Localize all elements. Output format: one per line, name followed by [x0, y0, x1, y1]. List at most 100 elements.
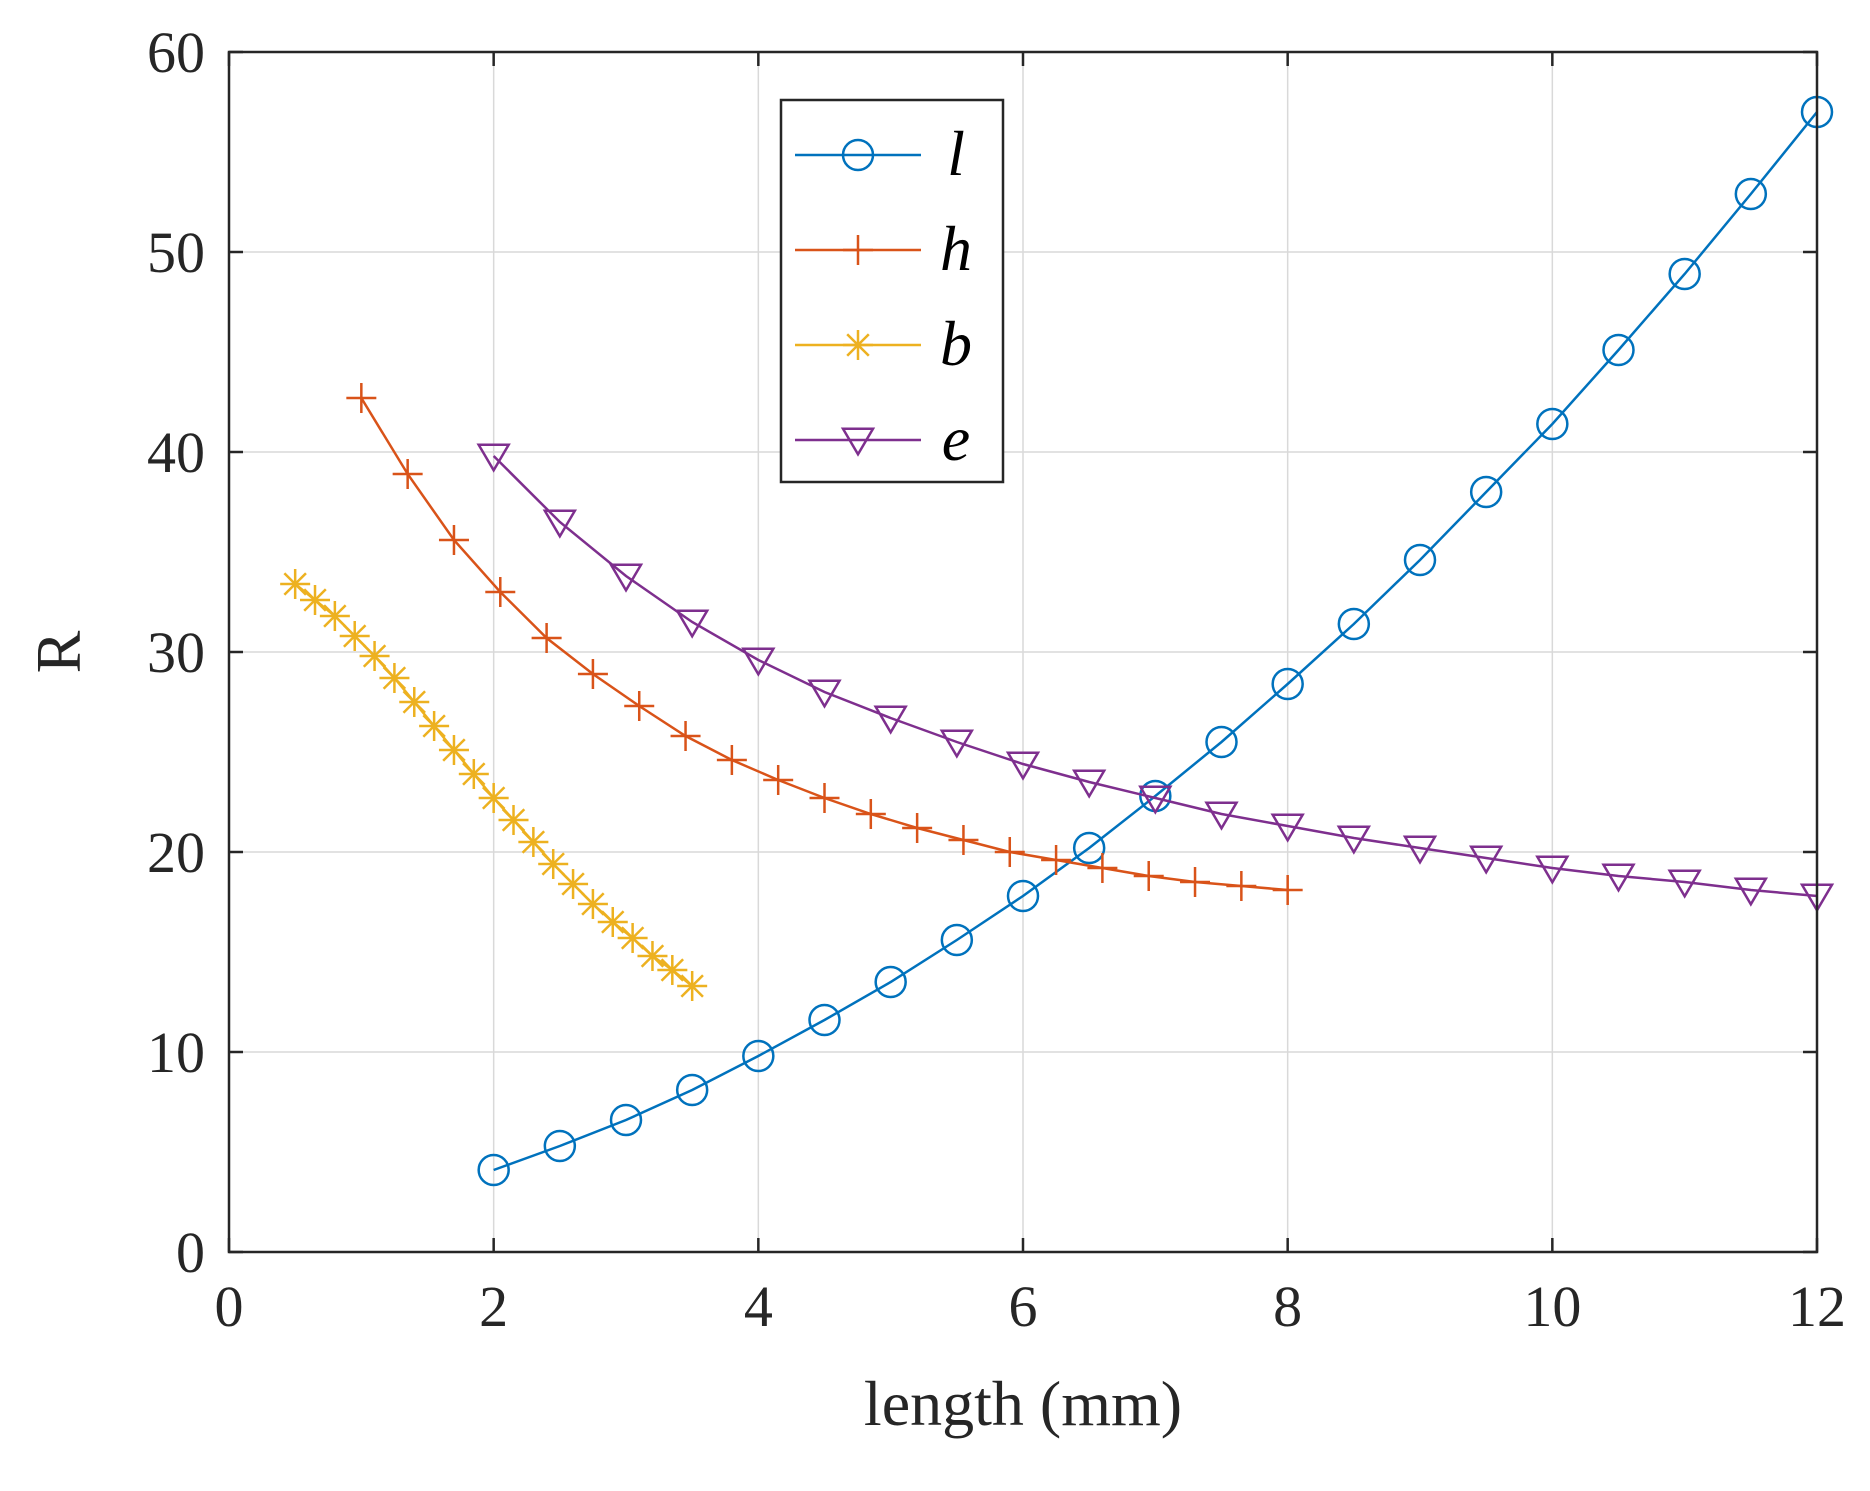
- data-point-asterisk: [438, 735, 469, 765]
- data-point-triangle: [741, 647, 776, 677]
- data-point-triangle: [1270, 813, 1305, 843]
- data-point-asterisk: [617, 923, 648, 953]
- data-point-circle: [940, 923, 974, 957]
- data-point-triangle: [542, 509, 578, 539]
- data-point-circle: [1006, 879, 1040, 913]
- data-point-plus: [670, 721, 701, 751]
- legend-item-h: h: [795, 213, 972, 284]
- data-point-triangle: [1733, 877, 1769, 907]
- legend-label: h: [940, 213, 972, 284]
- legend-box: [779, 98, 1005, 484]
- x-tick-label: 12: [1788, 1274, 1846, 1339]
- data-point-plus: [485, 577, 516, 607]
- data-point-circle: [543, 1129, 577, 1163]
- y-tick-label: 60: [147, 20, 205, 85]
- data-point-circle: [841, 138, 875, 172]
- data-point-asterisk: [597, 907, 628, 937]
- data-point-plus: [809, 783, 840, 813]
- series-line-e: [492, 455, 1818, 898]
- data-point-plus: [843, 235, 873, 265]
- x-tick-label: 10: [1523, 1274, 1581, 1339]
- data-point-triangle: [1005, 751, 1041, 781]
- data-point-asterisk: [637, 941, 668, 971]
- data-point-asterisk: [399, 687, 430, 717]
- data-point-asterisk: [538, 849, 569, 879]
- data-point-asterisk: [677, 971, 708, 1001]
- data-point-asterisk: [843, 330, 873, 360]
- x-tick-label: 0: [215, 1274, 244, 1339]
- data-point-circle: [1536, 407, 1569, 441]
- data-point-plus: [763, 765, 794, 795]
- legend-item-b: b: [795, 308, 972, 379]
- data-point-asterisk: [319, 601, 350, 631]
- x-tick-label: 4: [744, 1274, 773, 1339]
- data-point-triangle: [1138, 785, 1173, 815]
- data-point-triangle: [1667, 869, 1702, 899]
- data-point-plus: [1087, 853, 1118, 883]
- data-point-circle: [1072, 831, 1106, 865]
- axes: 0 2 4 6 8 10 12 0 10 20 30 40 50 60: [147, 20, 1846, 1339]
- data-point-triangle: [840, 427, 876, 457]
- data-point-triangle: [476, 443, 511, 473]
- data-point-triangle: [1468, 845, 1504, 875]
- data-point-asterisk: [379, 663, 410, 693]
- data-point-circle: [1602, 333, 1635, 367]
- y-tick-label: 40: [147, 420, 205, 485]
- data-point-plus: [1180, 867, 1211, 897]
- data-point-plus: [531, 623, 562, 653]
- x-axis-title: length (mm): [864, 1368, 1182, 1439]
- data-point-plus: [346, 383, 377, 413]
- series-b: [280, 569, 708, 1001]
- data-point-triangle: [1071, 769, 1107, 799]
- series-h: [346, 383, 1303, 905]
- legend-label: l: [947, 118, 965, 189]
- data-point-asterisk: [657, 955, 688, 985]
- x-tick-label: 2: [479, 1274, 508, 1339]
- legend-item-l: l: [795, 118, 965, 189]
- data-point-circle: [1271, 667, 1304, 701]
- data-point-asterisk: [518, 827, 549, 857]
- data-point-plus: [577, 659, 608, 689]
- data-point-plus: [1272, 875, 1303, 905]
- data-point-asterisk: [419, 711, 450, 741]
- data-point-triangle: [873, 705, 908, 735]
- data-point-asterisk: [359, 641, 390, 671]
- data-point-circle: [742, 1039, 775, 1073]
- legend-item-e: e: [795, 403, 970, 474]
- data-point-triangle: [674, 609, 710, 639]
- data-point-asterisk: [339, 621, 370, 651]
- y-tick-label: 50: [147, 220, 205, 285]
- data-point-plus: [438, 525, 469, 555]
- x-tick-label: 8: [1273, 1274, 1302, 1339]
- y-tick-label: 30: [147, 620, 205, 685]
- data-point-triangle: [1535, 855, 1570, 885]
- legend-label: b: [940, 308, 972, 379]
- data-point-asterisk: [300, 585, 331, 615]
- data-point-asterisk: [478, 783, 509, 813]
- y-tick-label: 10: [147, 1020, 205, 1085]
- legend-label: e: [942, 403, 970, 474]
- data-point-triangle: [807, 679, 842, 709]
- data-point-triangle: [1204, 801, 1239, 831]
- data-point-asterisk: [458, 759, 489, 789]
- series-line-l: [493, 111, 1818, 1172]
- data-point-triangle: [1336, 825, 1372, 855]
- data-point-circle: [1469, 475, 1503, 509]
- y-tick-label: 20: [147, 820, 205, 885]
- data-point-circle: [1403, 543, 1437, 577]
- data-point-plus: [392, 459, 423, 489]
- data-point-triangle: [939, 729, 975, 759]
- data-point-triangle: [1601, 863, 1636, 893]
- series-e: [476, 443, 1835, 913]
- data-point-plus: [716, 745, 747, 775]
- data-point-circle: [1205, 725, 1238, 759]
- data-point-plus: [902, 813, 933, 843]
- data-point-circle: [477, 1153, 510, 1187]
- data-point-circle: [874, 965, 907, 999]
- y-axis-title: R: [23, 630, 94, 673]
- data-point-circle: [1337, 607, 1371, 641]
- data-point-plus: [1226, 871, 1257, 901]
- data-point-circle: [609, 1103, 643, 1137]
